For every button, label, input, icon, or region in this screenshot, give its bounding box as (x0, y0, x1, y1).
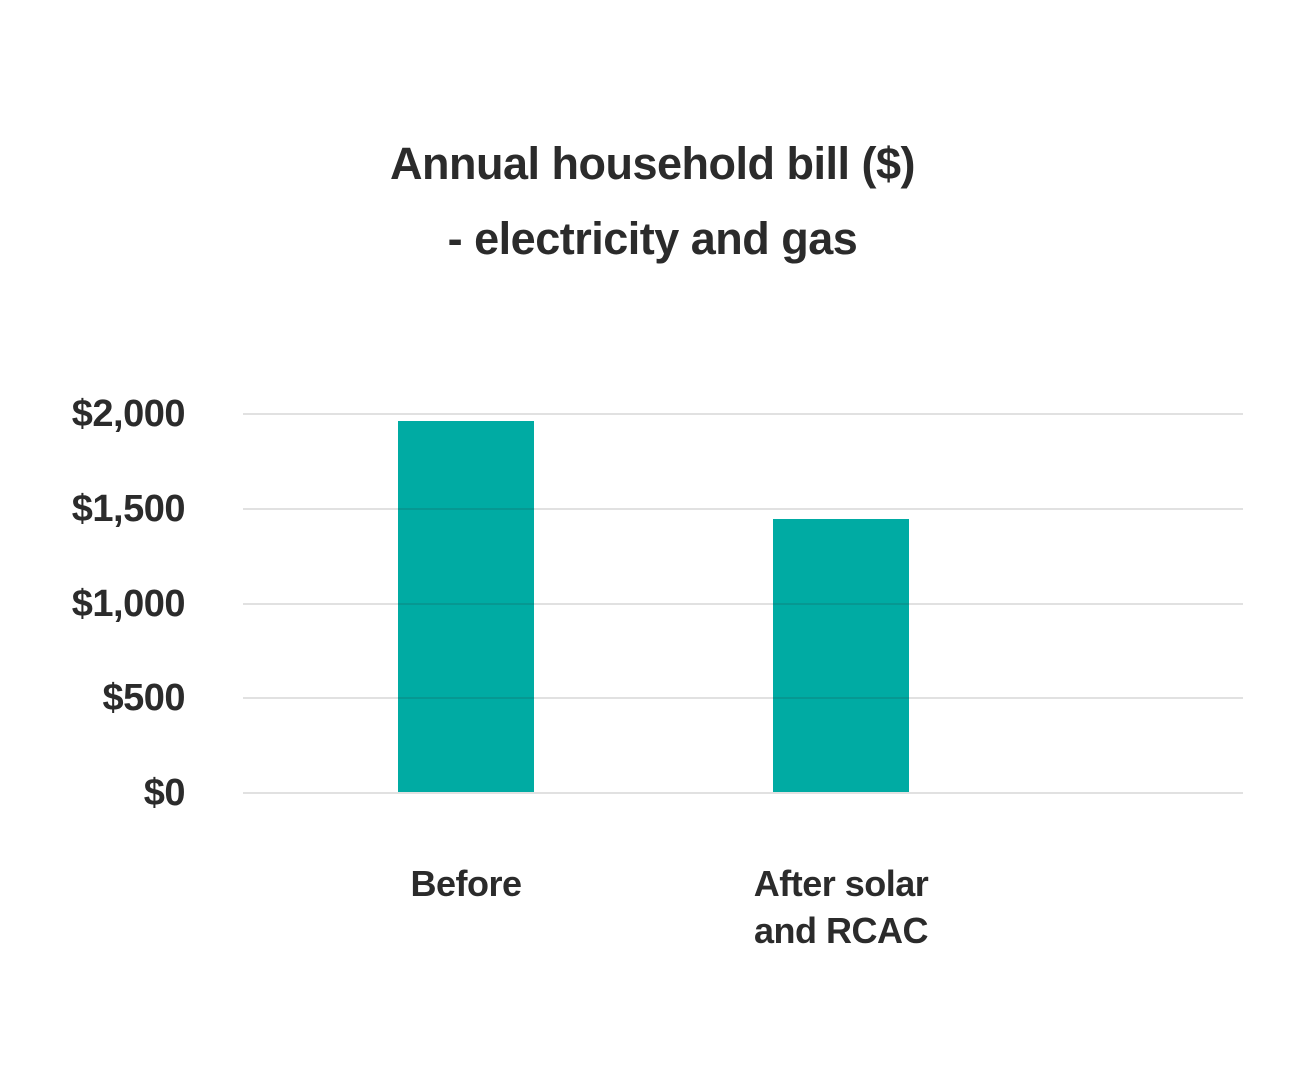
bar-before (398, 421, 534, 792)
plot-area (243, 413, 1243, 794)
bars-group (243, 413, 1243, 792)
y-tick-label-1000: $1,000 (71, 582, 186, 625)
chart-title-line1: Annual household bill ($) (390, 138, 915, 189)
y-tick-label-2000: $2,000 (71, 393, 186, 435)
gridline-0 (243, 792, 1243, 794)
y-tick-label-1500: $1,500 (71, 487, 186, 530)
x-label-after-solar-and-rcac: After solar and RCAC (753, 863, 929, 951)
y-tick-label-500: $500 (102, 677, 185, 720)
x-label-before: Before (410, 863, 522, 904)
chart-title: Annual household bill ($) - electricity … (0, 126, 1305, 276)
chart-title-line2: - electricity and gas (447, 213, 858, 264)
bar-after-solar-and-rcac (773, 519, 909, 792)
y-tick-label-0: $0 (143, 772, 186, 814)
y-axis: $2,000 $1,500 $1,000 $500 $0 (40, 0, 186, 1080)
